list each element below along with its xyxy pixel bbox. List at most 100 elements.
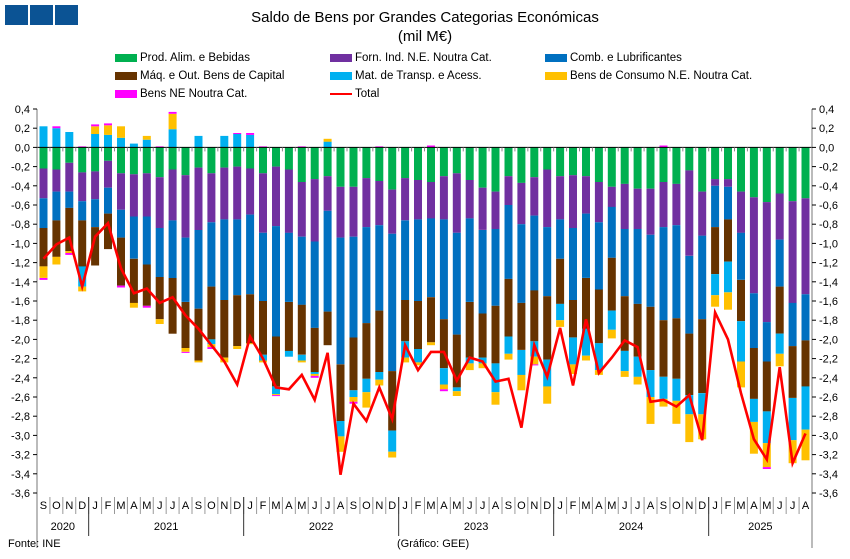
bar-segment <box>478 230 487 314</box>
bar-segment <box>594 147 603 182</box>
y-tick-label-right: 0,2 <box>819 123 834 135</box>
x-tick-label-month: J <box>467 500 473 512</box>
x-tick-label-month: F <box>415 500 422 512</box>
bar-segment <box>220 167 229 220</box>
bar-segment <box>749 348 758 399</box>
bar-segment <box>65 147 74 163</box>
bar-segment <box>801 198 810 295</box>
bar-segment <box>607 206 616 258</box>
bar-segment <box>65 132 74 148</box>
bar-segment <box>284 302 293 351</box>
x-tick-label-month: A <box>492 500 500 512</box>
x-tick-label-month: J <box>557 500 563 512</box>
bar-segment <box>775 353 784 367</box>
x-tick-label-month: O <box>517 500 526 512</box>
bar-segment <box>336 421 345 437</box>
y-tick-label-right: -3,4 <box>819 469 838 481</box>
bar-segment <box>91 124 100 127</box>
bar-segment <box>297 360 306 363</box>
bar-segment <box>181 351 190 353</box>
bar-segment <box>65 253 74 255</box>
legend-label: Comb. e Lubrificantes <box>570 52 682 64</box>
bar-segment <box>659 182 668 228</box>
x-tick-label-month: A <box>750 500 758 512</box>
y-tick-label-left: -0,6 <box>11 200 30 212</box>
bar-segment <box>427 145 435 148</box>
bar-segment <box>711 274 720 296</box>
total-line-layer <box>42 220 807 476</box>
bar-segment <box>672 378 681 401</box>
bar-segment <box>155 228 164 277</box>
x-tick-label-year: 2024 <box>619 521 643 533</box>
bar-segment <box>129 143 138 148</box>
bar-segment <box>685 414 694 443</box>
bar-segment <box>362 147 371 179</box>
x-tick-label-month: D <box>543 500 551 512</box>
bar-segment <box>310 241 319 328</box>
bar-segment <box>233 219 242 296</box>
bar-segment <box>801 340 810 387</box>
bar-segment <box>517 350 526 375</box>
legend-item: Forn. Ind. N.E. Noutra Cat. <box>330 52 492 64</box>
bar-segment <box>297 354 306 361</box>
chart-title: Saldo de Bens por Grandes Categorias Eco… <box>251 9 599 26</box>
bar-segment <box>52 169 61 192</box>
bar-segment <box>582 147 590 177</box>
bar-segment <box>297 236 306 305</box>
bar-segment <box>388 430 397 452</box>
legend-item: Mat. de Transp. e Acess. <box>330 70 482 82</box>
bar-segment <box>272 336 280 387</box>
bar-segment <box>388 451 397 458</box>
bar-segment <box>78 266 87 287</box>
bar-segment <box>78 201 87 221</box>
bar-segment <box>427 182 435 219</box>
bar-segment <box>117 173 125 210</box>
bar-segment <box>659 227 668 321</box>
legend-item: Máq. e Out. Bens de Capital <box>115 70 284 82</box>
bar-segment <box>491 305 500 364</box>
bar-segment <box>142 135 151 140</box>
bar-segment <box>362 227 371 324</box>
legend-swatch <box>115 72 137 80</box>
x-tick-label-month: O <box>362 500 371 512</box>
x-tick-label-month: A <box>802 500 810 512</box>
bar-segment <box>762 202 771 323</box>
bar-segment <box>685 147 694 171</box>
bar-segment <box>52 147 61 170</box>
bar-segment <box>194 135 203 148</box>
bar-segment <box>207 222 216 287</box>
y-tick-label-left: -3,2 <box>11 450 30 462</box>
bar-segment <box>491 363 500 393</box>
bar-segment <box>181 147 190 176</box>
bar-segment <box>685 170 694 256</box>
bar-segment <box>168 129 177 148</box>
bar-segment <box>272 166 280 227</box>
legend-label: Prod. Alim. e Bebidas <box>140 52 250 64</box>
bar-segment <box>142 173 151 217</box>
bar-segment <box>401 357 410 363</box>
bar-segment <box>142 147 151 174</box>
x-tick-label-month: F <box>260 500 267 512</box>
bar-segment <box>310 374 319 376</box>
bar-segment <box>65 191 74 208</box>
bar-segment <box>659 147 668 182</box>
bar-segment <box>91 171 100 200</box>
bar-segment <box>530 215 539 291</box>
bar-segment <box>427 218 435 298</box>
x-tick-label-month: J <box>312 500 318 512</box>
bar-segment <box>556 219 565 259</box>
bar-segment <box>65 162 74 192</box>
y-tick-label-left: -3,4 <box>11 469 30 481</box>
bar-segment <box>388 147 397 190</box>
bar-segment <box>439 147 448 177</box>
bar-segment <box>349 390 358 397</box>
bar-segment <box>582 176 590 214</box>
bar-segment <box>724 261 732 293</box>
bar-segment <box>478 313 487 358</box>
bar-segment <box>556 147 565 177</box>
bar-segment <box>155 319 164 324</box>
y-tick-label-right: -1,8 <box>819 315 838 327</box>
bar-segment <box>569 147 577 176</box>
bar-segment <box>775 333 784 354</box>
bar-segment <box>104 123 112 126</box>
